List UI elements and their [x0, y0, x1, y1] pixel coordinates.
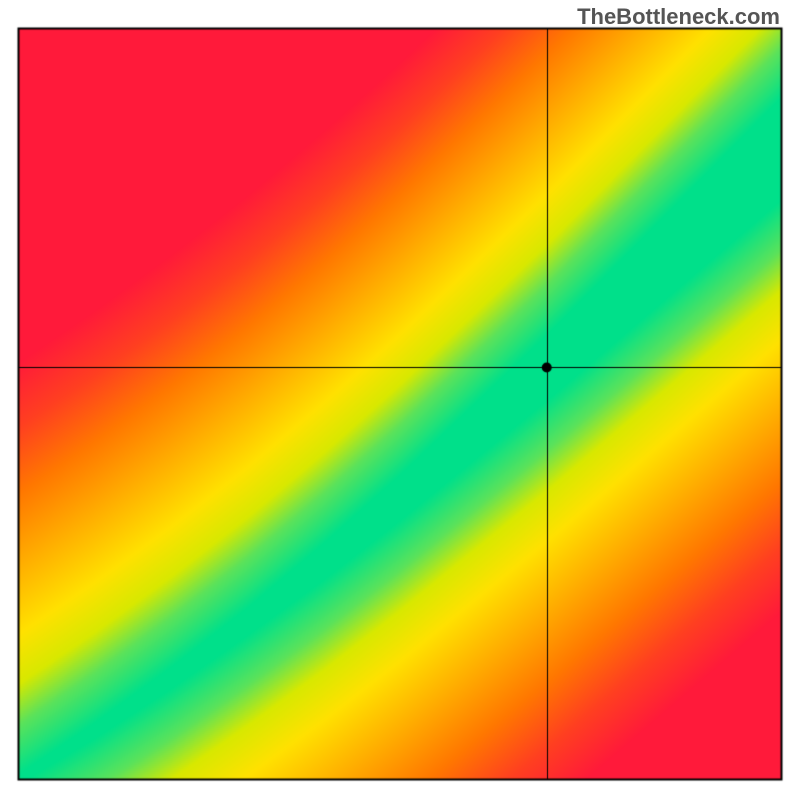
chart-container: TheBottleneck.com — [0, 0, 800, 800]
watermark-text: TheBottleneck.com — [577, 4, 780, 30]
bottleneck-heatmap — [0, 0, 800, 800]
